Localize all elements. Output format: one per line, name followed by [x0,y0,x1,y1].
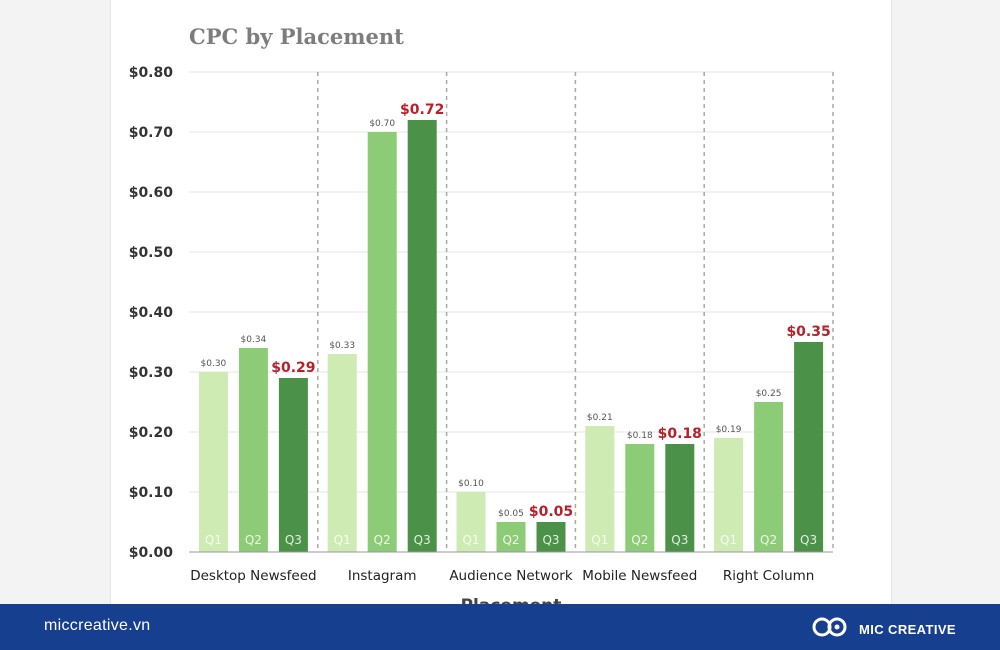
y-tick-label: $0.00 [129,545,174,561]
y-tick-label: $0.20 [129,425,174,441]
data-label: $0.05 [529,504,573,520]
series-label: Q1 [334,533,351,547]
x-axis-title: Placement [461,596,562,604]
bar [407,120,437,552]
series-label: Q1 [462,533,479,547]
series-label: Q2 [374,533,391,547]
data-label: $0.21 [587,413,613,423]
bar [665,444,695,552]
y-tick-label: $0.30 [129,365,174,381]
bar [585,426,615,552]
series-label: Q1 [720,533,737,547]
series-label: Q1 [591,533,608,547]
bar [496,522,526,552]
series-label: Q2 [502,533,519,547]
data-label: $0.05 [498,509,524,519]
data-label: $0.29 [271,360,315,376]
bar [238,348,268,552]
series-label: Q2 [760,533,777,547]
y-tick-label: $0.80 [129,65,174,81]
chart-title: CPC by Placement [189,24,404,49]
data-label: $0.34 [241,335,267,345]
y-tick-label: $0.40 [129,305,174,321]
series-label: Q3 [285,533,302,547]
y-tick-label: $0.60 [129,185,174,201]
bar [714,438,744,552]
data-label: $0.18 [627,431,653,441]
series-label: Q3 [800,533,817,547]
data-label: $0.10 [458,479,484,489]
series-label: Q3 [542,533,559,547]
bar [754,402,784,552]
bar [456,492,486,552]
bar [198,372,228,552]
series-label: Q1 [205,533,222,547]
bar [536,522,566,552]
y-tick-label: $0.10 [129,485,174,501]
data-label: $0.70 [369,119,395,129]
bar [278,378,308,552]
brand-logo: MIC CREATIVE [811,615,956,643]
footer-bar: miccreative.vn MIC CREATIVE [0,604,1000,650]
data-label: $0.30 [201,359,227,369]
bar [327,354,357,552]
x-category-label: Mobile Newsfeed [582,568,697,584]
data-label: $0.33 [329,341,355,351]
infinity-logo-icon [811,615,851,643]
brand-name: MIC CREATIVE [858,621,956,637]
x-category-label: Right Column [723,568,815,584]
series-label: Q2 [631,533,648,547]
x-category-label: Desktop Newsfeed [190,568,316,584]
data-label: $0.25 [756,389,782,399]
data-label: $0.35 [786,324,830,340]
bar [367,132,397,552]
series-label: Q3 [671,533,688,547]
data-label: $0.19 [716,425,742,435]
data-label: $0.18 [658,426,702,442]
y-tick-label: $0.70 [129,125,174,141]
chart-card: CPC by Placement $0.00 $0.10 $0.20 $0.30 $0.4… [110,0,892,604]
bar [794,342,824,552]
series-label: Q3 [414,533,431,547]
x-category-label: Audience Network [449,568,573,584]
website-link[interactable]: miccreative.vn [44,617,151,634]
y-tick-label: $0.50 [129,245,174,261]
series-label: Q2 [245,533,262,547]
data-label: $0.72 [400,102,444,118]
x-category-label: Instagram [348,568,417,584]
bar [625,444,655,552]
cpc-by-placement-chart: CPC by Placement $0.00 $0.10 $0.20 $0.30 $0.4… [129,24,834,604]
